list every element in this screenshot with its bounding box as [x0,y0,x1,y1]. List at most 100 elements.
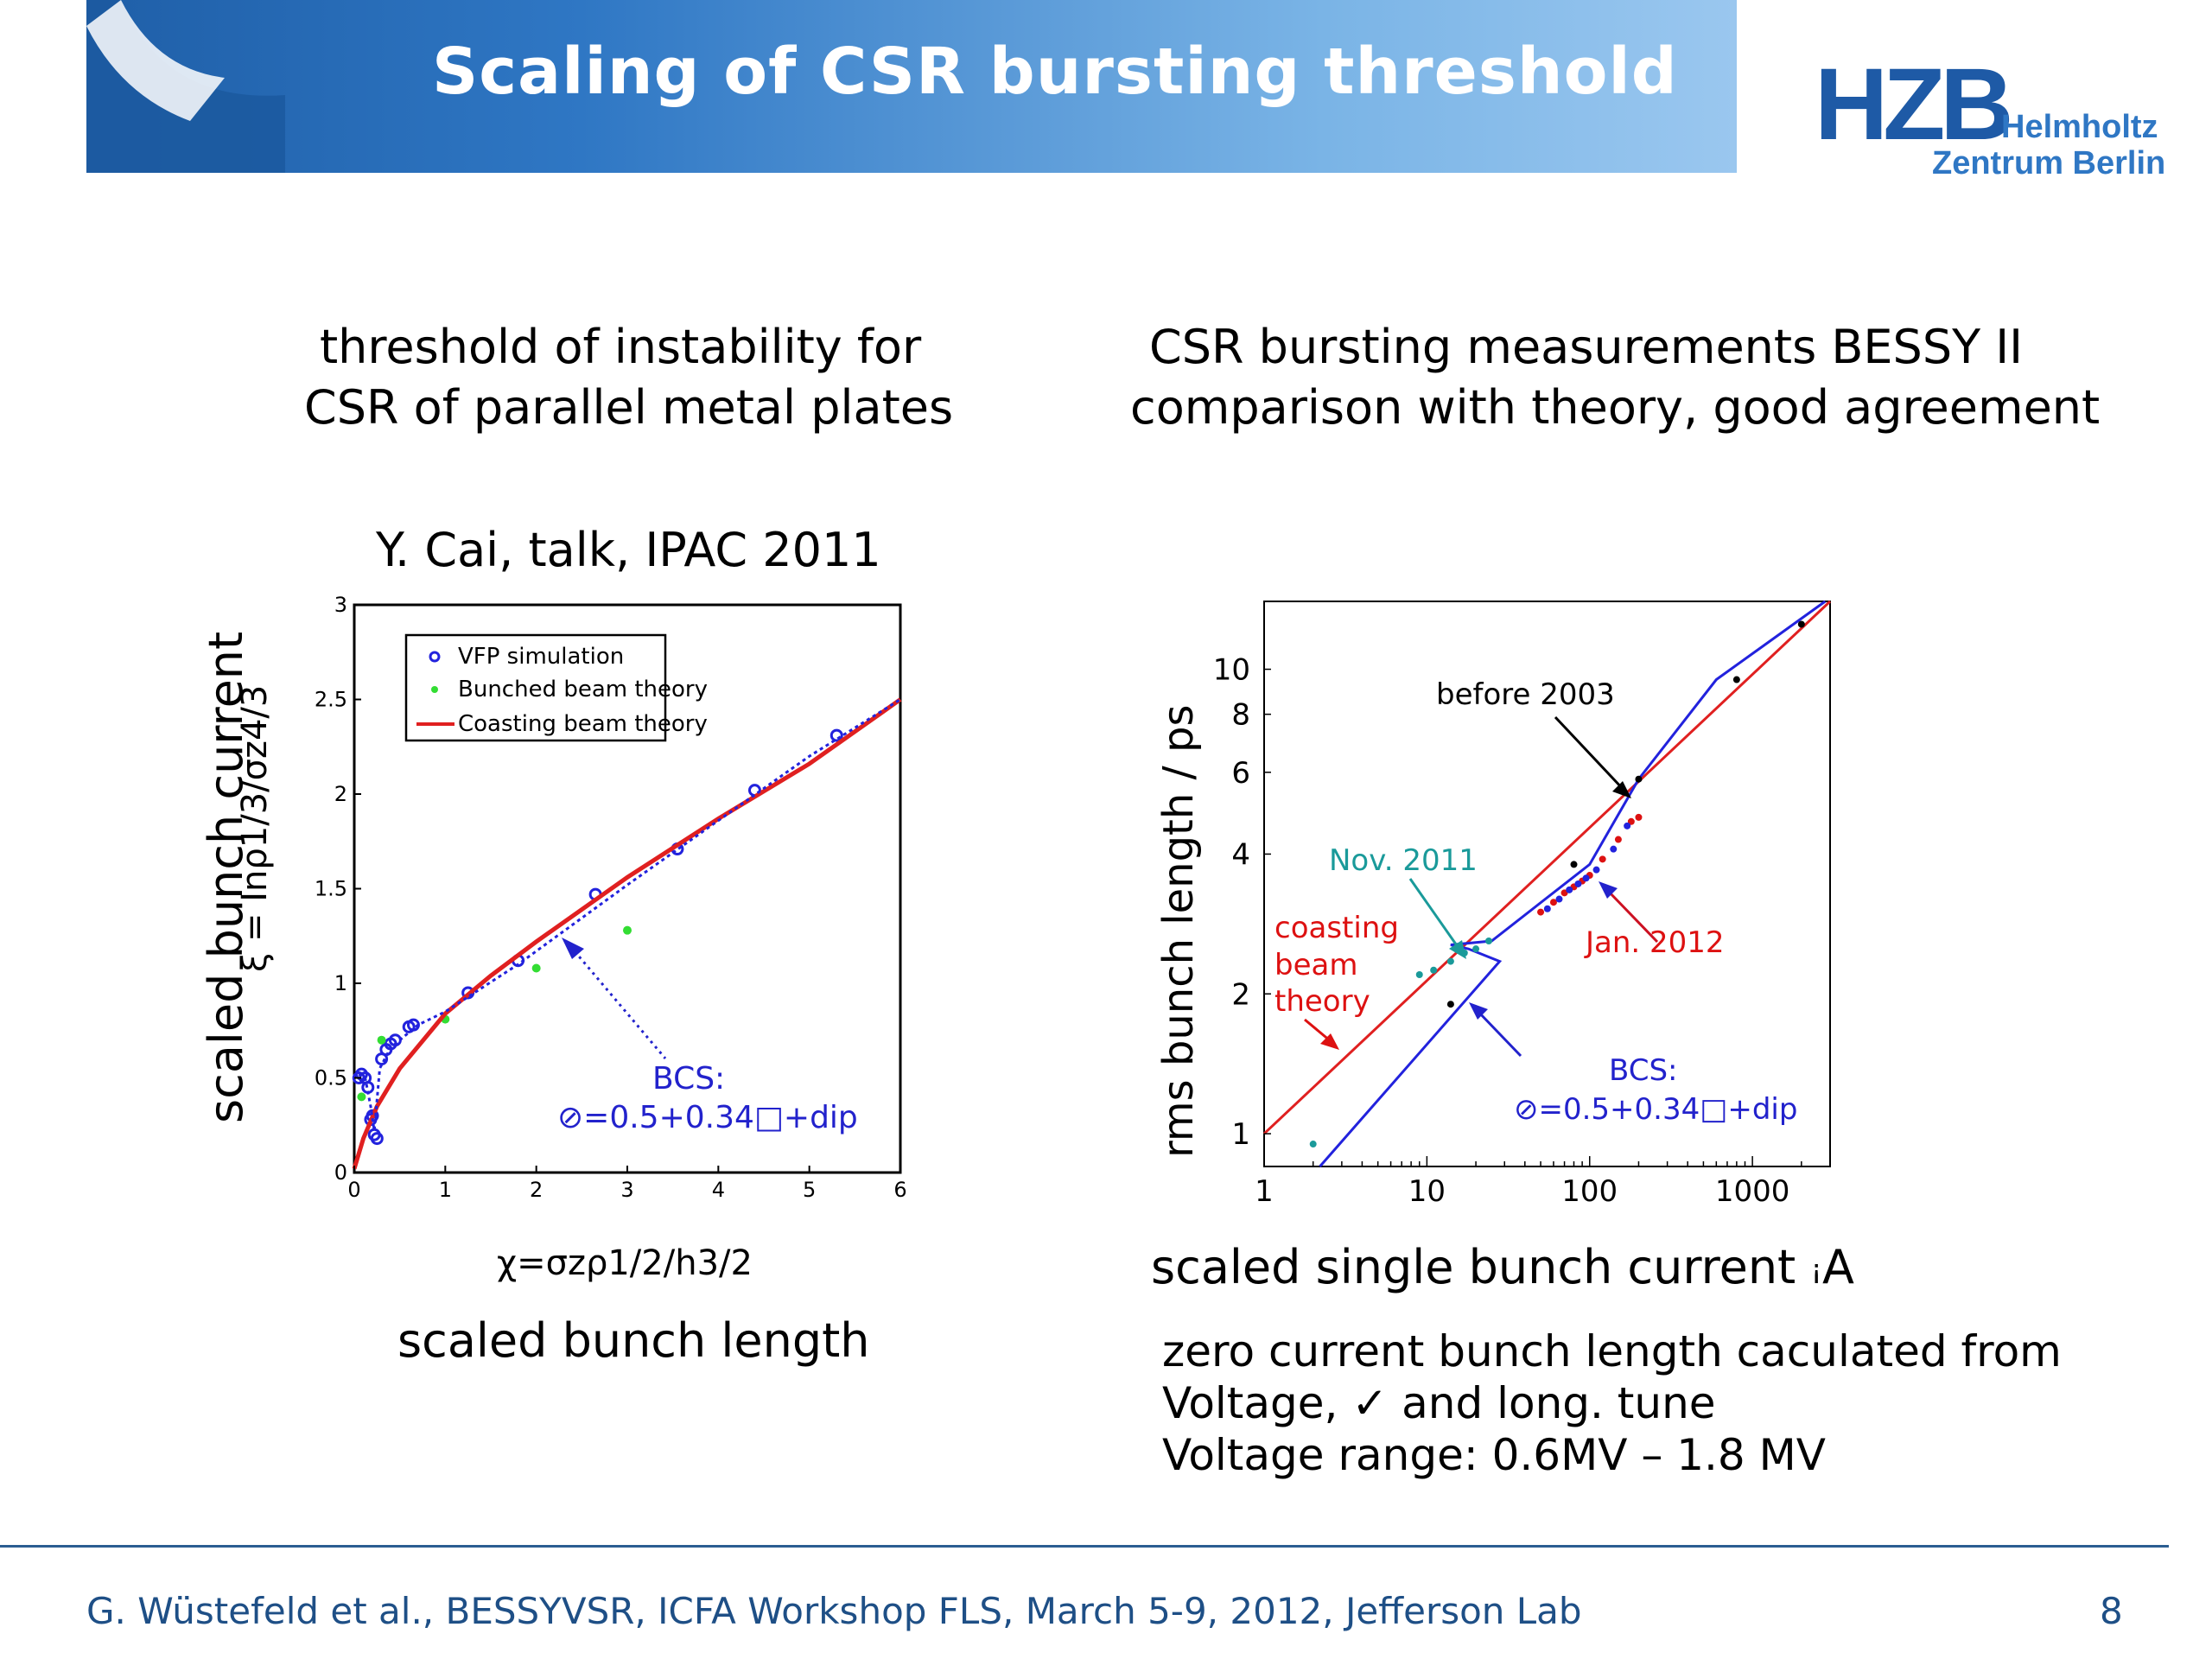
legend-marker-vfp [429,651,441,663]
y-tick-label-right: 4 [1231,837,1250,872]
bcs-label: BCS: [652,1061,725,1096]
blue-measurement-point [1610,845,1618,853]
title-banner [86,0,1737,173]
jan-2012-point [1614,836,1622,843]
before2003-label: before 2003 [1436,677,1615,712]
nov-2011-point [1430,966,1438,974]
bunched-theory-point [357,1092,366,1102]
page-number: 8 [2100,1590,2123,1632]
y-tick-label-left: 0.5 [315,1066,347,1090]
bunched-theory-point [377,1035,386,1045]
left-heading-line2: CSR of parallel metal plates [304,380,954,435]
vfp-sim-point [830,728,843,742]
x-tick-label-right: 1000 [1715,1174,1790,1209]
y-tick-label-right: 10 [1213,653,1250,688]
hzb-logo-line2: Zentrum Berlin [1932,145,2166,181]
jan2012-arrow-line [1605,888,1659,944]
blue-measurement-point [1543,905,1551,912]
hzb-logo: HZB [1815,48,2014,162]
x-tick-label-left: 3 [620,1178,633,1202]
jan-2012-point [1599,855,1606,863]
y-tick-label-right: 2 [1231,977,1250,1012]
coasting-theory-line-right [1262,600,1832,1135]
note-line3: Voltage range: 0.6MV – 1.8 MV [1162,1430,1826,1480]
bcs-right-arrow-head [1469,1002,1488,1020]
blue-measurement-point [1555,895,1563,903]
nov2011-arrow-line [1408,878,1462,951]
nov-2011-point [1484,938,1492,945]
x-axis-label-right: scaled single bunch current ꜟA / MV [1151,1240,1858,1294]
nov-2011-point [1415,971,1423,979]
bcs-formula: ⊘=0.5+0.34□+dip [557,1100,858,1135]
coasting-arrow-head [1320,1033,1339,1050]
coasting-label-2: beam [1274,948,1357,982]
x-tick-label-left: 6 [893,1178,906,1202]
nov-2011-point [1309,1141,1317,1148]
jan-2012-point [1635,813,1643,821]
jan2012-label: Jan. 2012 [1584,925,1725,960]
footer-divider [0,1545,2169,1548]
x-tick-label-left: 1 [439,1178,452,1202]
y-tick-label-left: 1.5 [315,877,347,901]
x-tick-label-right: 1 [1255,1174,1274,1209]
bcs-arrow-head [562,938,584,959]
blue-measurement-point [1592,866,1600,874]
jan-2012-point [1627,817,1635,825]
left-bottom-label: scaled bunch length [397,1313,870,1368]
coasting-arrow-line [1304,1018,1332,1043]
right-heading-line1: CSR bursting measurements BESSY II [1149,320,2024,374]
y-axis-label-left: ξ = Inρ1/3/σz4/3 [235,685,275,972]
coasting-label-1: coasting [1274,911,1399,945]
x-tick-label-left: 5 [803,1178,816,1202]
chart-credit: Y. Cai, talk, IPAC 2011 [376,523,881,577]
nov2011-arrow-head [1449,940,1466,959]
nov-2011-point [1472,945,1480,953]
bunched-theory-point [623,925,632,935]
blue-measurement-point [1566,886,1573,893]
before-2003-point [1797,620,1805,628]
jan-2012-point [1537,908,1545,916]
before-2003-point [1732,676,1740,683]
coasting-label-3: theory [1274,984,1370,1019]
note-line2: Voltage, ✓ and long. tune [1162,1378,1716,1428]
x-tick-label-left: 4 [712,1178,725,1202]
bcs-fit-curve [358,698,901,1132]
x-tick-label-right: 100 [1561,1174,1618,1209]
banner-swoosh-logo [86,0,285,173]
bunched-theory-point [531,963,541,973]
before-2003-point [1570,861,1578,868]
y-tick-label-right: 6 [1231,756,1250,791]
before-2003-point [1446,1001,1454,1008]
blue-measurement-point [1574,880,1582,887]
x-tick-label-left: 0 [347,1178,360,1202]
blue-measurement-point [1582,874,1590,882]
x-tick-label-left: 2 [530,1178,543,1202]
legend-vfp: VFP simulation [458,644,624,670]
y-tick-label-left: 1 [334,971,347,995]
hzb-logo-line1: Helmholtz [2001,109,2158,145]
plot-frame-right [1263,601,1831,1167]
blue-measurement-point [1624,822,1631,830]
y-axis-label-right: rms bunch length / ps [1154,705,1203,1158]
bcs-right-arrow-line [1476,1009,1522,1058]
bcs-right-formula: ⊘=0.5+0.34□+dip [1514,1092,1797,1127]
y-tick-label-left: 2.5 [315,688,347,712]
threshold-chart: 0 1 2 3 4 5 6 0 0.5 1 1.5 2 2.5 3 VFP simulation Bunc… [235,593,907,1283]
vfp-sim-point [370,1132,384,1146]
nov-2011-point [1446,957,1454,965]
legend-marker-bunched [431,686,438,693]
x-axis-label-left: χ=σzρ1/2/h3/2 [497,1243,753,1283]
legend-bunched: Bunched beam theory [458,677,708,702]
footer-citation: G. Wüstefeld et al., BESSYVSR, ICFA Work… [86,1590,1582,1632]
left-heading-line1: threshold of instability for [320,320,922,374]
slide-title: Scaling of CSR bursting threshold [432,35,1678,109]
y-tick-label-left: 2 [334,782,347,806]
jan-2012-point [1549,899,1557,906]
y-tick-label-left: 3 [334,593,347,617]
y-tick-label-right: 8 [1231,698,1250,733]
x-tick-label-right: 10 [1408,1174,1446,1209]
before2003-arrow-head [1612,781,1631,798]
before-2003-point [1635,775,1643,783]
bcs-right-label: BCS: [1609,1053,1678,1088]
